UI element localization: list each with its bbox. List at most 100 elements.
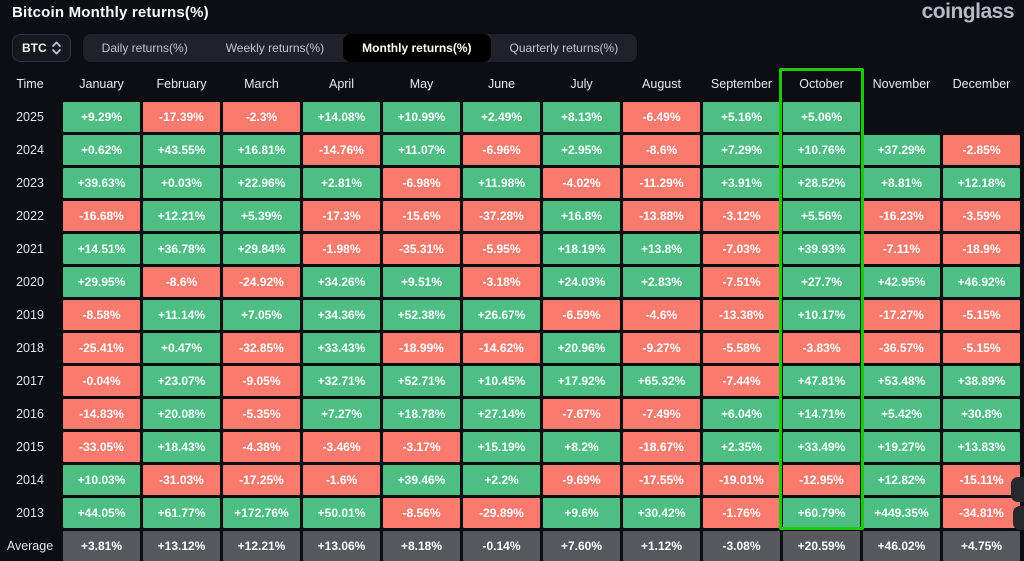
table-cell: -13.38% [703,300,780,330]
table-cell: -7.11% [863,234,940,264]
table-cell: +12.21% [223,531,300,561]
column-header-june: June [487,77,516,91]
row-year-label: 2025 [16,110,44,124]
table-cell: -7.44% [703,366,780,396]
table-cell: +26.67% [463,300,540,330]
table-cell: +30.42% [623,498,700,528]
table-cell: +4.75% [943,531,1020,561]
table-cell: -7.67% [543,399,620,429]
table-cell: +16.81% [223,135,300,165]
row-year-label: 2024 [16,143,44,157]
table-cell: +20.08% [143,399,220,429]
table-cell: +5.39% [223,201,300,231]
table-cell: +22.96% [223,168,300,198]
table-cell: +27.14% [463,399,540,429]
table-cell: +8.18% [383,531,460,561]
column-header-february: February [156,77,207,91]
table-cell: +0.03% [143,168,220,198]
table-cell: +18.43% [143,432,220,462]
table-cell: +39.63% [63,168,140,198]
row-year-label: 2022 [16,209,44,223]
table-cell: -3.83% [783,333,860,363]
table-cell: -17.27% [863,300,940,330]
table-cell: +8.13% [543,102,620,132]
returns-table-body: 2025 +9.29% -17.39% -2.3% +14.08% +10.99% +2.4… [0,102,1020,561]
table-cell: +50.01% [303,498,380,528]
table-cell: -18.99% [383,333,460,363]
table-cell: +8.81% [863,168,940,198]
table-cell: +449.35% [863,498,940,528]
table-cell [943,102,1020,132]
table-row: 2013 +44.05% +61.77% +172.76% +50.01% -8.56% -… [0,498,1020,528]
table-cell: -16.23% [863,201,940,231]
table-row: 2014 +10.03% -31.03% -17.25% -1.6% +39.46% +2.… [0,465,1020,495]
table-cell: -3.46% [303,432,380,462]
table-cell: -9.27% [623,333,700,363]
table-cell: -3.18% [463,267,540,297]
table-cell: +46.92% [943,267,1020,297]
table-cell: -1.76% [703,498,780,528]
table-cell: -25.41% [63,333,140,363]
table-cell: +1.12% [623,531,700,561]
table-cell: +3.91% [703,168,780,198]
table-cell: -5.58% [703,333,780,363]
column-header-august: August [642,77,681,91]
table-cell: +46.02% [863,531,940,561]
table-cell: +0.47% [143,333,220,363]
table-cell: +38.89% [943,366,1020,396]
table-cell: -7.49% [623,399,700,429]
table-cell: +18.19% [543,234,620,264]
column-header-december: December [952,77,1011,91]
table-cell: +6.04% [703,399,780,429]
table-cell: +10.45% [463,366,540,396]
table-cell: -8.6% [623,135,700,165]
table-row: 2015 -33.05% +18.43% -4.38% -3.46% -3.17% +15.… [0,432,1020,462]
coin-selector[interactable]: BTC [12,34,71,62]
coin-selector-label: BTC [22,41,47,55]
table-row: 2018 -25.41% +0.47% -32.85% +33.43% -18.99% -1… [0,333,1020,363]
edge-scroll-handle[interactable] [1011,477,1024,502]
coinglass-logo[interactable]: coinglass [921,0,1015,23]
row-year-label: Average [6,539,54,553]
table-cell: -12.95% [783,465,860,495]
table-cell: +13.8% [623,234,700,264]
table-cell: +7.29% [703,135,780,165]
returns-period-tabs: Daily returns(%) Weekly returns(%) Monthly… [82,34,638,62]
table-row: 2023 +39.63% +0.03% +22.96% +2.81% -6.98% +11.… [0,168,1020,198]
table-cell: +12.82% [863,465,940,495]
table-cell: +11.98% [463,168,540,198]
row-year-label: 2013 [16,506,44,520]
row-year-label: 2014 [16,473,44,487]
table-cell: -13.88% [623,201,700,231]
column-header-november: November [872,77,931,91]
table-cell: +5.42% [863,399,940,429]
column-header-october: October [799,77,844,91]
table-cell: +28.52% [783,168,860,198]
table-row: Average +3.81% +13.12% +12.21% +13.06% +8.18%… [0,531,1020,561]
tab-quarterly-returns[interactable]: Quarterly returns(%) [509,41,619,55]
tab-daily-returns[interactable]: Daily returns(%) [101,41,188,55]
edge-scroll-handle[interactable] [1013,506,1024,530]
table-cell: -2.85% [943,135,1020,165]
tab-monthly-returns[interactable]: Monthly returns(%) [343,34,491,62]
table-cell: -14.62% [463,333,540,363]
table-cell: +2.2% [463,465,540,495]
table-cell: -3.59% [943,201,1020,231]
table-row: 2020 +29.95% -8.6% -24.92% +34.26% +9.51% -3.1… [0,267,1020,297]
table-cell: +42.95% [863,267,940,297]
table-cell: -9.05% [223,366,300,396]
tab-weekly-returns[interactable]: Weekly returns(%) [225,41,325,55]
table-cell: +7.60% [543,531,620,561]
table-cell: +11.07% [383,135,460,165]
table-cell: +16.8% [543,201,620,231]
table-cell: -32.85% [223,333,300,363]
table-cell: -5.15% [943,333,1020,363]
table-cell: -5.35% [223,399,300,429]
table-cell: +5.56% [783,201,860,231]
table-cell: -8.6% [143,267,220,297]
table-cell: -33.05% [63,432,140,462]
table-cell: -18.67% [623,432,700,462]
table-cell: +7.27% [303,399,380,429]
table-cell: -17.39% [143,102,220,132]
table-cell: -17.55% [623,465,700,495]
